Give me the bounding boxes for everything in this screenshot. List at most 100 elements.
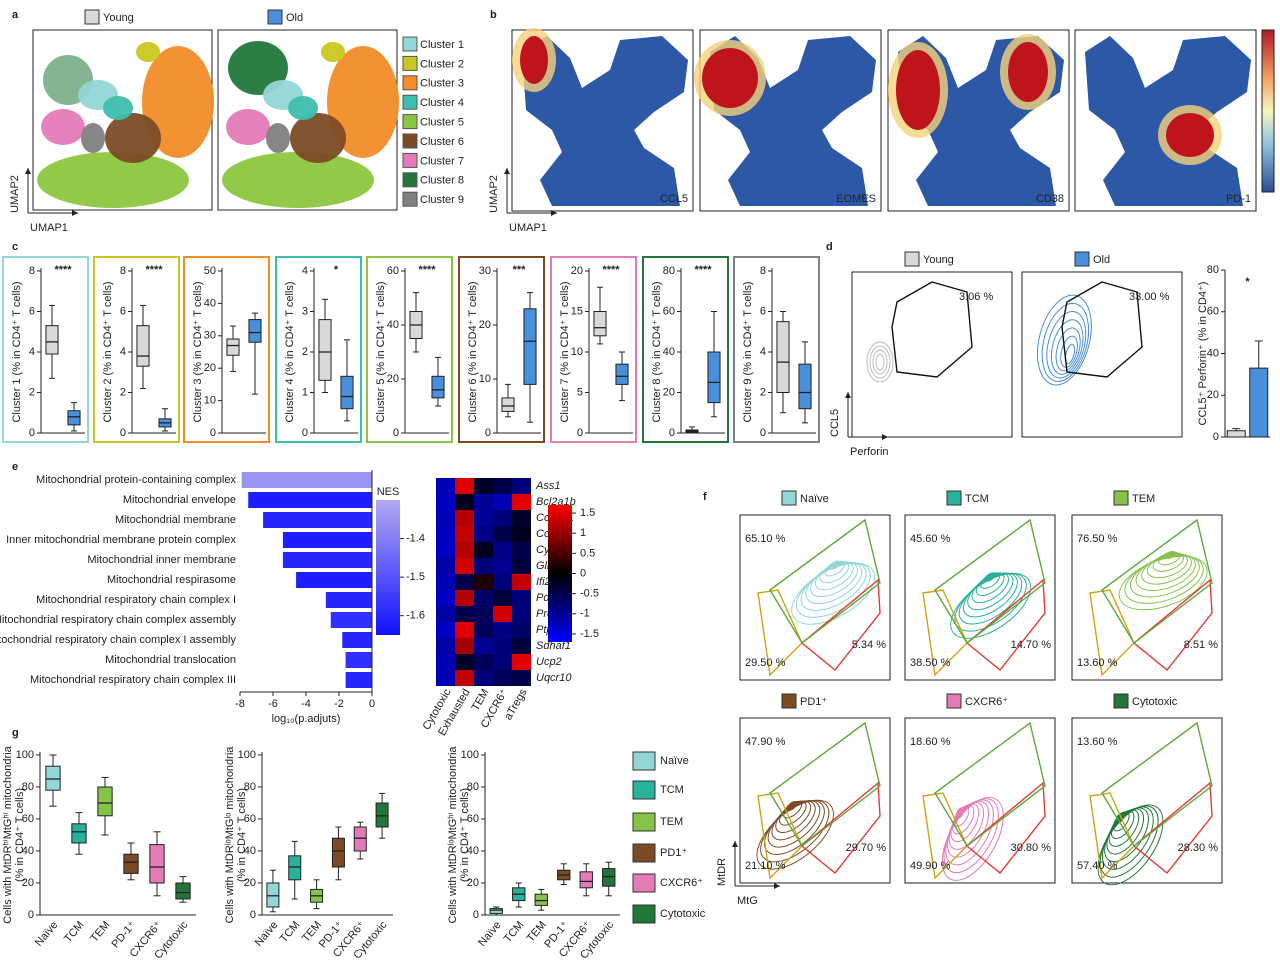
box [776, 321, 790, 393]
bar [342, 632, 372, 648]
y-tick-label: 2 [29, 386, 35, 398]
gate-percent: 29.50 % [745, 657, 786, 669]
legend-swatch [781, 693, 797, 709]
colorbar-title: NES [377, 486, 400, 498]
heatmap-cell [474, 558, 493, 574]
significance: **** [694, 264, 712, 276]
gate [769, 518, 881, 645]
row-label: Ass1 [535, 480, 560, 492]
panel-frame [458, 256, 545, 443]
box [798, 363, 812, 410]
box [226, 338, 240, 356]
x-tick-label: 0 [369, 698, 375, 710]
panel-letter: b [490, 9, 497, 21]
legend-label: Cluster 8 [420, 175, 464, 187]
colorbar-tick-label: 0 [580, 567, 586, 579]
colorbar-tick-label: 0.5 [580, 547, 595, 559]
panel-frame [550, 256, 637, 443]
gate [1101, 518, 1213, 645]
y-tick-label: 100 [238, 749, 256, 761]
legend-swatch [632, 751, 656, 771]
umap-cluster [222, 152, 374, 208]
gate-percent: 18.60 % [910, 736, 951, 748]
panel-title: Naïve [800, 493, 829, 505]
y-tick-label: 8 [29, 265, 35, 277]
y-axis-title: (% in CD4⁺ T cells) [459, 788, 471, 882]
heatmap-cell [436, 542, 455, 558]
legend-label: Cluster 5 [420, 117, 464, 129]
panel-frame [183, 256, 270, 443]
arrow-head [504, 168, 510, 174]
panel-title: PD1⁺ [800, 696, 827, 708]
y-tick-label: 40 [387, 319, 399, 331]
y-tick-label: 0 [120, 427, 126, 439]
heatmap-cell [455, 654, 474, 670]
y-tick-label: 2 [302, 346, 308, 358]
category-label: Mitochondrial respiratory chain complex … [0, 614, 236, 626]
legend-swatch [632, 873, 656, 893]
y-tick-label: 40 [204, 297, 216, 309]
x-tick-label: Naïve [33, 919, 61, 949]
heatmap-cell [512, 670, 531, 686]
y-tick-label: 80 [244, 781, 256, 793]
gate-percent: 14.70 % [1011, 639, 1052, 651]
contour [1106, 808, 1145, 855]
bar [330, 612, 372, 628]
box [97, 786, 113, 817]
bar [282, 552, 372, 568]
legend-label: Old [286, 12, 303, 24]
box [353, 826, 367, 852]
y-axis-title: UMAP2 [9, 175, 21, 213]
heatmap-cell [493, 670, 512, 686]
umap-cluster [226, 109, 270, 145]
box [123, 853, 139, 874]
y-tick-label: 20 [467, 877, 479, 889]
y-tick-label: 6 [120, 305, 126, 317]
y-tick-label: 30 [204, 330, 216, 342]
heatmap-cell [455, 558, 474, 574]
y-tick-label: 0 [302, 427, 308, 439]
umap-cluster [105, 113, 161, 163]
box [707, 351, 721, 404]
umap-cluster [41, 109, 85, 145]
colorbar-tick-label: -1.4 [406, 532, 425, 544]
row-label: Bcl2a1b [536, 496, 576, 508]
umap-cluster [142, 46, 214, 158]
colorbar-tick-label: -0.5 [580, 588, 599, 600]
box [175, 882, 191, 900]
umap-cluster [288, 96, 318, 120]
contour [767, 800, 821, 848]
heatmap-cell [474, 542, 493, 558]
panel-frame [733, 256, 820, 443]
bar [325, 592, 372, 608]
legend-swatch [781, 490, 797, 506]
panel-frame [366, 256, 453, 443]
x-tick-label: -2 [334, 698, 344, 710]
contour [950, 803, 980, 843]
panel-frame [275, 256, 362, 443]
box [67, 410, 81, 426]
heatmap-cell [493, 510, 512, 526]
row-label: Ucp2 [536, 656, 562, 668]
y-tick-label: 50 [204, 265, 216, 277]
x-tick-label: TEM [88, 919, 112, 945]
y-tick-label: 20 [387, 373, 399, 385]
legend-swatch [402, 75, 418, 91]
umap-hot [1166, 113, 1214, 157]
heatmap-cell [474, 574, 493, 590]
heatmap-cell [455, 478, 474, 494]
y-tick-label: 0 [210, 427, 216, 439]
category-label: Mitochondrial inner membrane [87, 554, 236, 566]
umap-hot [896, 50, 940, 130]
legend-label: Cluster 6 [420, 136, 464, 148]
y-tick-label: 1 [302, 386, 308, 398]
x-tick-label: -6 [268, 698, 278, 710]
y-tick-label: 20 [571, 265, 583, 277]
category-label: Mitochondrial respirasome [107, 574, 236, 586]
contour [946, 800, 989, 858]
heatmap-cell [512, 478, 531, 494]
y-tick-label: 0 [28, 909, 34, 921]
box [431, 375, 445, 399]
y-tick-label: 0 [473, 909, 479, 921]
panel-frame [93, 256, 180, 443]
